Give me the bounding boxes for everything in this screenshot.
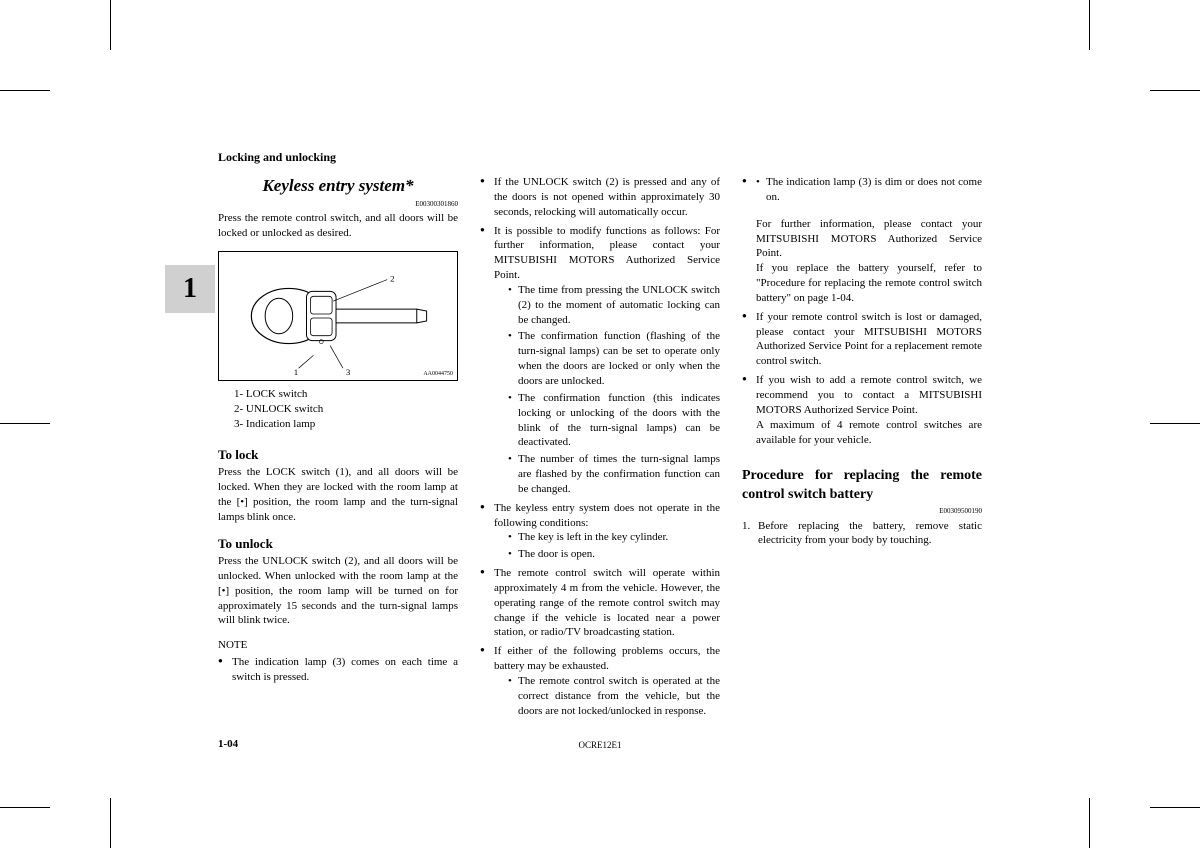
intro-text: Press the remote control switch, and all…: [218, 211, 458, 241]
note-text: It is possible to modify functions as fo…: [494, 225, 720, 282]
crop-mark: [0, 807, 50, 808]
note-text: If you replace the battery yourself, ref…: [756, 261, 982, 306]
doc-code: E00300301860: [218, 200, 458, 209]
sub-item: The confirmation function (this indicate…: [508, 391, 720, 450]
body-text: Press the UNLOCK switch (2), and all doo…: [218, 554, 458, 628]
step-number: 1.: [742, 519, 750, 534]
sub-list: The indication lamp (3) is dim or does n…: [756, 175, 982, 205]
crop-mark: [0, 423, 50, 424]
columns: Keyless entry system* E00300301860 Press…: [218, 175, 982, 723]
sub-item: The indication lamp (3) is dim or does n…: [756, 175, 982, 205]
key-figure: 1 3 2 AA0044750: [218, 251, 458, 381]
crop-mark: [1089, 798, 1090, 848]
page-title: Keyless entry system*: [218, 175, 458, 198]
page-content: Locking and unlocking Keyless entry syst…: [218, 150, 982, 718]
note-item: The keyless entry system does not operat…: [480, 501, 720, 562]
note-item: If either of the following problems occu…: [480, 644, 720, 718]
sub-item: The confirmation function (flashing of t…: [508, 329, 720, 388]
note-text: For further information, please contact …: [756, 217, 982, 262]
crop-mark: [110, 798, 111, 848]
note-item: If you wish to add a remote control swit…: [742, 373, 982, 447]
sub-item: The key is left in the key cylinder.: [508, 530, 720, 545]
note-label: NOTE: [218, 638, 458, 653]
note-item-continuation: The indication lamp (3) is dim or does n…: [742, 175, 982, 306]
svg-text:1: 1: [294, 367, 298, 377]
crop-mark: [1150, 807, 1200, 808]
column-2: If the UNLOCK switch (2) is pressed and …: [480, 175, 720, 723]
sub-list: The remote control switch is operated at…: [494, 674, 720, 719]
note-item: It is possible to modify functions as fo…: [480, 224, 720, 497]
sub-list: The time from pressing the UNLOCK switch…: [494, 283, 720, 497]
note-text: If either of the following problems occu…: [494, 645, 720, 672]
section-header: Locking and unlocking: [218, 150, 982, 165]
sub-list: The key is left in the key cylinder. The…: [494, 530, 720, 562]
note-text: If you wish to add a remote control swit…: [756, 374, 982, 416]
crop-mark: [0, 90, 50, 91]
note-text: A maximum of 4 remote control switches a…: [756, 418, 982, 448]
note-item: The remote control switch will operate w…: [480, 566, 720, 640]
crop-mark: [110, 0, 111, 50]
note-list: The indication lamp (3) is dim or does n…: [742, 175, 982, 447]
chapter-number: 1: [183, 273, 197, 305]
doc-code: E00309500190: [742, 507, 982, 516]
column-1: Keyless entry system* E00300301860 Press…: [218, 175, 458, 723]
figure-legend: 1- LOCK switch 2- UNLOCK switch 3- Indic…: [234, 387, 458, 432]
step-text: Before replacing the battery, remove sta…: [758, 520, 982, 547]
note-list: The indication lamp (3) comes on each ti…: [218, 655, 458, 685]
note-item: The indication lamp (3) comes on each ti…: [218, 655, 458, 685]
column-3: The indication lamp (3) is dim or does n…: [742, 175, 982, 723]
figure-code: AA0044750: [423, 370, 453, 378]
crop-mark: [1150, 423, 1200, 424]
procedure-steps: 1. Before replacing the battery, remove …: [742, 519, 982, 549]
crop-mark: [1150, 90, 1200, 91]
legend-item: 3- Indication lamp: [234, 417, 458, 432]
page-number: 1-04: [218, 738, 238, 750]
subsection-title: To unlock: [218, 535, 458, 553]
step-item: 1. Before replacing the battery, remove …: [742, 519, 982, 549]
subsection-title: Procedure for replacing the remote contr…: [742, 467, 982, 505]
note-text: The keyless entry system does not operat…: [494, 502, 720, 529]
subsection-title: To lock: [218, 446, 458, 464]
footer-code: OCRE12E1: [578, 740, 621, 750]
sub-item: The time from pressing the UNLOCK switch…: [508, 283, 720, 328]
note-item: If the UNLOCK switch (2) is pressed and …: [480, 175, 720, 220]
legend-item: 2- UNLOCK switch: [234, 402, 458, 417]
body-text: Press the LOCK switch (1), and all doors…: [218, 465, 458, 524]
note-list: If the UNLOCK switch (2) is pressed and …: [480, 175, 720, 719]
sub-item: The number of times the turn-signal lamp…: [508, 452, 720, 497]
sub-item: The remote control switch is operated at…: [508, 674, 720, 719]
crop-mark: [1089, 0, 1090, 50]
svg-text:2: 2: [390, 274, 394, 284]
legend-item: 1- LOCK switch: [234, 387, 458, 402]
key-illustration: 1 3 2: [219, 252, 457, 380]
sub-item: The door is open.: [508, 547, 720, 562]
chapter-tab: 1: [165, 265, 215, 313]
note-item: If your remote control switch is lost or…: [742, 310, 982, 369]
svg-text:3: 3: [346, 367, 351, 377]
